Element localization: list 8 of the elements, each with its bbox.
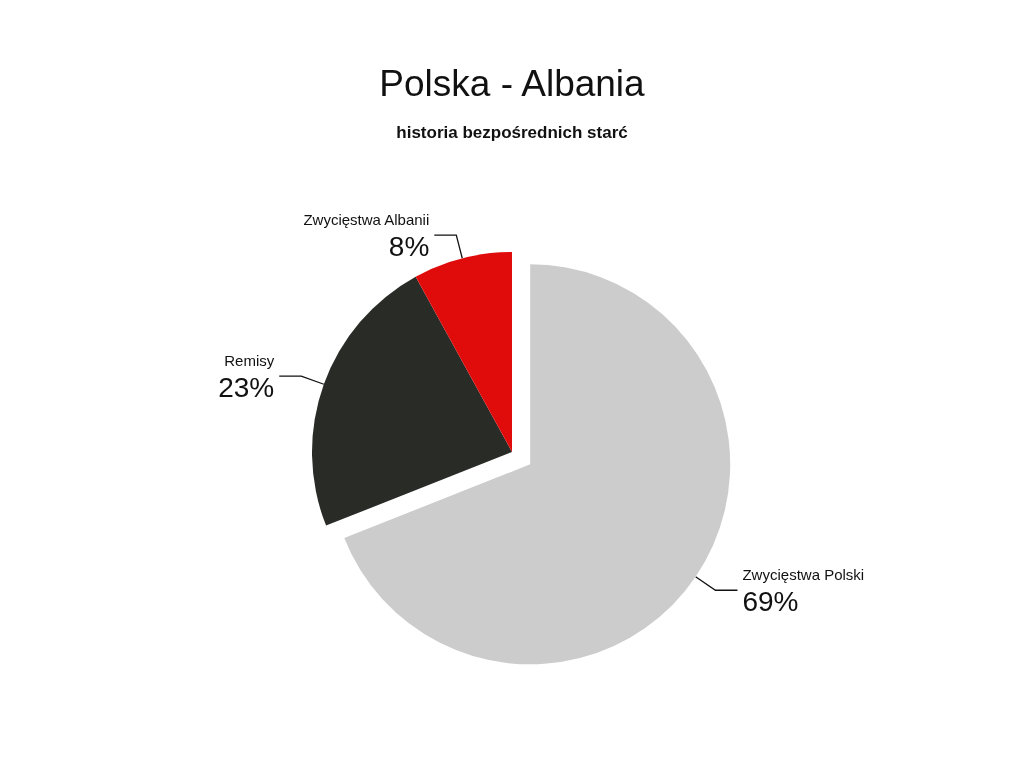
data-label: 69% (742, 585, 799, 617)
chart-subtitle: historia bezpośrednich starć (396, 123, 628, 142)
data-label: 23% (218, 371, 275, 403)
slice-label: Zwycięstwa Polski (742, 565, 865, 583)
slice-label: Zwycięstwa Albanii (303, 210, 430, 228)
data-label: 8% (388, 230, 430, 262)
chart-title: Polska - Albania (379, 63, 646, 104)
slice-label: Remisy (224, 351, 275, 369)
